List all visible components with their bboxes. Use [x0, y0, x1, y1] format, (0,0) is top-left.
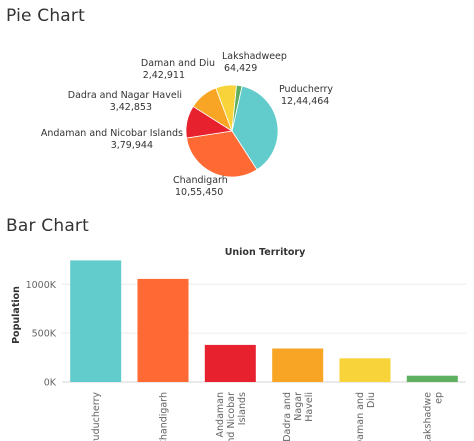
bar-dadra-and-nagar-haveli[interactable] — [272, 348, 324, 383]
pie-label-value: 10,55,450 — [175, 187, 223, 198]
pie-label-value: 3,42,853 — [110, 102, 152, 113]
x-category-label: Andamanand NicobarIslands — [215, 392, 248, 441]
bar-andaman-and-nicobar-islands[interactable] — [204, 344, 256, 382]
bar-chart-heading: Bar Chart — [6, 216, 89, 236]
y-axis-title: Population — [11, 286, 22, 344]
pie-slice-chandigarh[interactable] — [186, 130, 258, 178]
y-tick-label: 500K — [32, 329, 57, 340]
pie-label-name: Lakshadweep — [222, 51, 287, 62]
y-tick-label: 1000K — [26, 280, 57, 291]
pie-label-value: 2,42,911 — [143, 70, 185, 81]
y-tick-label: 0K — [44, 378, 57, 389]
pie-label-name: Daman and Diu — [141, 58, 215, 69]
bar-lakshadwe-ep[interactable] — [406, 375, 458, 382]
bar-daman-and-diu[interactable] — [339, 358, 391, 382]
x-category-label: Lakshadweep — [422, 392, 444, 441]
bar-chart-title: Union Territory — [225, 247, 306, 258]
pie-slice-lakshadweep[interactable] — [231, 84, 243, 132]
pie-label-name: Andaman and Nicobar Islands — [41, 128, 183, 139]
pie-label-value: 12,44,464 — [281, 96, 329, 107]
pie-label-name: Chandigarh — [173, 175, 228, 186]
x-category-label: Puducherry — [91, 392, 102, 441]
pie-label-value: 3,79,944 — [111, 140, 153, 151]
pie-chart-heading: Pie Chart — [6, 6, 85, 26]
x-category-label: Dadra andNagarHaveli — [282, 392, 315, 441]
pie-label-value: 64,429 — [224, 63, 257, 74]
pie-label-name: Puducherry — [279, 84, 333, 95]
pie-label-name: Dadra and Nagar Haveli — [68, 90, 182, 101]
bar-puducherry[interactable] — [70, 260, 122, 382]
x-category-label: Chandigarh — [159, 392, 170, 441]
bar-chandigarh[interactable] — [137, 278, 189, 382]
x-category-label: Daman andDiu — [355, 392, 377, 441]
